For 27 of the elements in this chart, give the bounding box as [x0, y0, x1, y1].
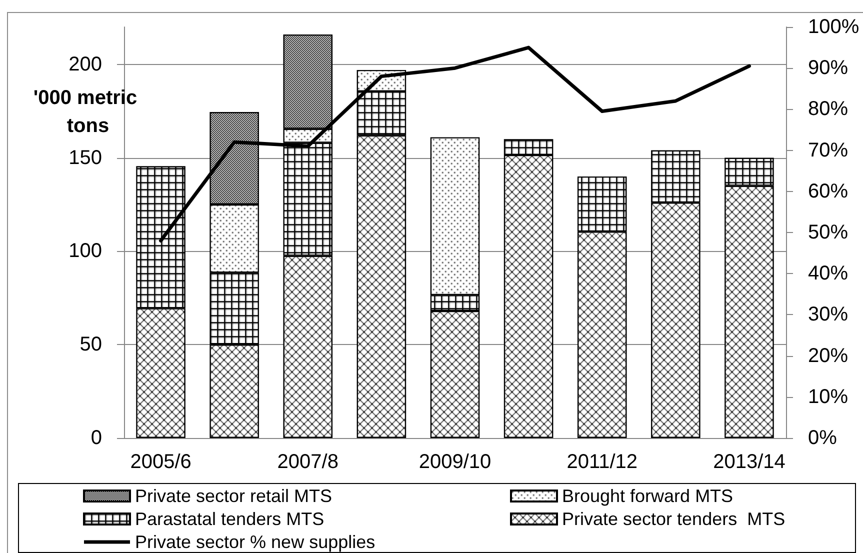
- y2-tick-label: 80%: [808, 98, 848, 120]
- legend-label: Parastatal tenders MTS: [135, 509, 324, 529]
- y2-tick-label: 20%: [808, 344, 848, 367]
- y2-tick-label: 10%: [808, 386, 848, 408]
- x-tick-label: 2011/12: [566, 451, 638, 473]
- y2-tick-label: 100%: [808, 16, 860, 38]
- y-tick-label: 0: [90, 427, 102, 449]
- y-tick-label: 50: [80, 334, 102, 356]
- y-tick-label: 200: [68, 53, 102, 76]
- y-tick-label: 150: [68, 146, 102, 169]
- x-tick-label: 2007/8: [277, 451, 338, 473]
- y2-tick-label: 0%: [808, 427, 838, 449]
- x-tick-label: 2005/6: [130, 451, 192, 473]
- legend-label: Private sector retail MTS: [135, 486, 332, 506]
- y-tick-label: 100: [68, 240, 102, 262]
- y2-tick-label: 30%: [808, 304, 848, 326]
- legend-label: Brought forward MTS: [562, 486, 734, 506]
- y2-tick-label: 70%: [808, 139, 848, 162]
- y2-tick-label: 40%: [808, 262, 848, 285]
- y2-tick-label: 60%: [808, 180, 848, 202]
- y-axis-title: '000 metric tons: [33, 87, 143, 137]
- y2-tick-label: 50%: [808, 222, 848, 244]
- x-tick-label: 2009/10: [418, 451, 492, 473]
- x-tick-label: 2013/14: [713, 451, 786, 473]
- legend-label: Private sector tenders MTS: [562, 509, 786, 529]
- y2-tick-label: 90%: [808, 57, 848, 80]
- legend-label: Private sector % new supplies: [135, 532, 376, 552]
